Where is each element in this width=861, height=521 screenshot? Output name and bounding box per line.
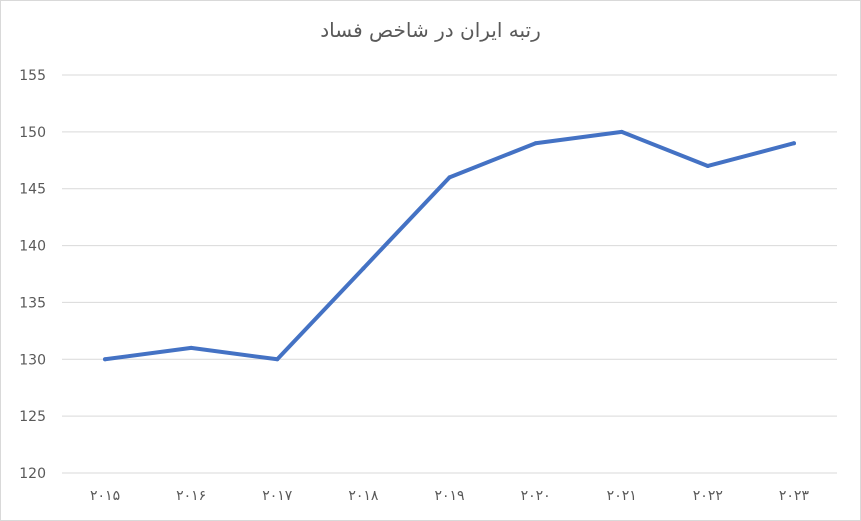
chart-title: رتبه ایران در شاخص فساد <box>320 18 541 42</box>
data-point <box>619 129 624 134</box>
y-tick-label: 145 <box>19 182 46 198</box>
y-tick-label: 120 <box>19 466 46 482</box>
y-tick-label: 140 <box>19 239 46 255</box>
y-tick-label: 135 <box>19 295 46 311</box>
y-tick-label: 155 <box>19 68 46 84</box>
x-tick-label: ۲۰۲۰ <box>521 488 551 504</box>
x-tick-label: ۲۰۱۹ <box>434 488 464 504</box>
data-point <box>189 345 194 350</box>
data-point <box>275 357 280 362</box>
x-tick-label: ۲۰۱۵ <box>90 488 120 504</box>
data-point <box>533 141 538 146</box>
data-point <box>447 175 452 180</box>
y-tick-label: 130 <box>19 352 46 368</box>
data-point <box>705 163 710 168</box>
y-tick-label: 150 <box>19 125 46 141</box>
series-layer <box>103 129 796 362</box>
data-point <box>791 141 796 146</box>
x-axis: ۲۰۱۵ ۲۰۱۶ ۲۰۱۷ ۲۰۱۸ ۲۰۱۹ ۲۰۲۰ ۲۰۲۱ ۲۰۲۲ ۲۰۲۳ <box>90 488 809 504</box>
x-tick-label: ۲۰۲۱ <box>607 488 637 504</box>
x-tick-label: ۲۰۱۷ <box>262 488 293 504</box>
y-axis: 120 125 130 135 140 145 150 155 <box>19 68 46 482</box>
gridlines <box>62 74 837 474</box>
y-tick-label: 125 <box>19 409 46 425</box>
data-point <box>361 266 366 271</box>
data-point <box>103 357 108 362</box>
x-tick-label: ۲۰۱۸ <box>348 488 379 504</box>
x-tick-label: ۲۰۲۳ <box>779 488 810 504</box>
x-tick-label: ۲۰۱۶ <box>176 488 206 504</box>
x-tick-label: ۲۰۲۲ <box>693 488 723 504</box>
